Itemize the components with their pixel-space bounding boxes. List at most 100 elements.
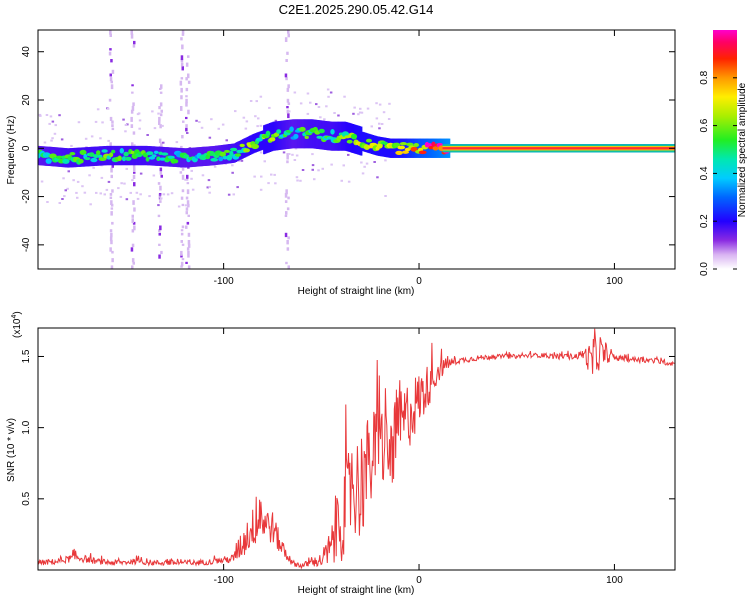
spectrogram-speckle-dot [76,180,80,183]
spectrogram-band-slice [232,143,235,163]
spectrogram-speckle-dot [227,193,231,196]
spectrogram-speckle-dot [293,159,297,161]
spectrogram-speckle-dot [135,191,139,194]
spectrogram-speckle-dot [58,202,61,204]
spectrogram-streak-dot [132,44,136,48]
spectrogram-core-blob [276,129,282,134]
spectrogram-speckle-dot [208,185,211,188]
spectrogram-speckle-dot [360,111,364,114]
spectrogram-streak-dot [185,77,188,81]
spectrogram-core-blob [350,133,358,140]
spectrogram-band-slice [233,143,236,163]
spectrogram-speckle-dot [94,120,98,123]
spectrogram-speckle-dot [105,188,109,191]
spectrogram-band-slice [122,145,125,166]
spectrogram-speckle-dot [190,169,193,172]
spectrogram-band-slice [179,148,182,168]
spectrogram-streak-dot [187,243,191,248]
spectrogram-speckle-dot [242,116,246,119]
spectrogram-core-blob [45,158,52,164]
spectrogram-core-blob [146,151,154,156]
snr-x-tick-label: 0 [416,575,422,586]
spectrogram-streak-dot [180,55,184,61]
spectrogram-streak-dot [185,87,189,92]
spectrogram-speckle-dot [184,178,187,181]
spectrogram-streak-dot [185,211,188,215]
spectrogram-streak-dot [186,182,190,185]
spectrogram-streak-dot [285,189,288,195]
spectrogram-streak-dot [111,189,114,193]
spectrogram-speckle-dot [107,139,110,142]
spectrogram-core-blob [79,149,87,156]
spectrogram-band-slice [161,146,164,167]
spectrogram-speckle-dot [295,154,299,157]
colorbar-label: Normalized spectral amplitude [737,82,748,217]
spectrogram-streak-dot [109,33,112,37]
spectrogram-speckle-dot [236,186,239,189]
spectrogram-streak-dot [131,142,134,147]
spectrogram-speckle-dot [117,187,120,190]
spectrogram-speckle-dot [131,179,134,182]
spectrogram-core-blob [84,157,91,161]
spectrogram-streak-dot [158,229,161,233]
spectrogram-streak-dot [187,55,190,58]
spectrogram-streak-dot [286,109,290,114]
spectrogram-streak-dot [284,214,288,217]
spectrogram-streak-dot [187,73,190,79]
spectrogram-streak-dot [110,59,113,63]
spectrogram-speckle-dot [39,114,42,117]
spectrogram-streak-dot [132,102,135,106]
spectrogram-streak-dot [160,84,163,89]
spectrogram-speckle-dot [311,153,314,156]
spectrogram-speckle-dot [54,124,57,127]
spectrogram-streak-dot [132,261,135,265]
spectrogram-streak-dot [185,95,188,98]
spectrogram-speckle-dot [366,107,370,110]
spectrogram-streak-dot [181,44,184,50]
spectrogram-core-blob [399,142,407,146]
spectrogram-speckle-dot [299,179,302,182]
spectrogram-speckle-dot [119,195,123,198]
spectrogram-streak-dot [159,225,162,231]
spectrogram-speckle-dot [296,179,299,182]
spectrogram-speckle-dot [357,113,360,116]
spectrogram-band-slice [263,125,266,155]
spectrogram-streak-dot [111,250,114,254]
spectrogram-streak-dot [110,167,113,173]
spectrogram-core-blob [219,151,226,157]
spectrogram-streak-dot [181,225,185,229]
spectrogram-speckle-dot [373,161,376,163]
spectrogram-band-slice [297,119,300,149]
spectrogram-speckle-dot [288,153,291,155]
spectrogram-core-blob [222,155,228,160]
spectrogram-speckle-dot [263,160,266,163]
spectrogram-band-slice [395,138,398,158]
spectrogram-streak-dot [131,258,135,263]
spectrogram-streak-dot [185,127,188,132]
spectrogram-band-slice [333,121,336,151]
spectrogram-speckle-dot [208,136,212,139]
spectrogram-speckle-dot [376,176,379,179]
spectrogram-streak-dot [131,243,135,248]
spectrogram-streak-dot [181,167,185,171]
spectrogram-core-blob [230,147,238,152]
spectrogram-band-slice [162,146,165,167]
spectrogram-core-blob [304,135,309,139]
spectrogram-core-blob [69,152,76,156]
spectrogram-band-slice [362,132,365,152]
spectrogram-core-blob [111,149,116,154]
spectrogram-speckle-dot [157,112,160,115]
spectrogram-speckle-dot [72,179,75,182]
spectrogram-band-slice [368,133,371,154]
spectrogram-speckle-dot [378,103,382,106]
spectrogram-streak-dot [286,156,289,160]
spectrogram-band-slice [403,138,406,158]
spectrogram-streak-dot [111,127,115,131]
spectrogram-streak-dot [110,232,113,238]
spectrogram-band-slice [299,119,302,149]
spectrogram-streak-dot [111,258,114,263]
spectrogram-streak-dot [181,258,185,261]
spectrogram-speckle-dot [361,172,365,175]
spectrogram-speckle-dot [81,185,84,188]
spectrogram-band-slice [164,147,167,167]
